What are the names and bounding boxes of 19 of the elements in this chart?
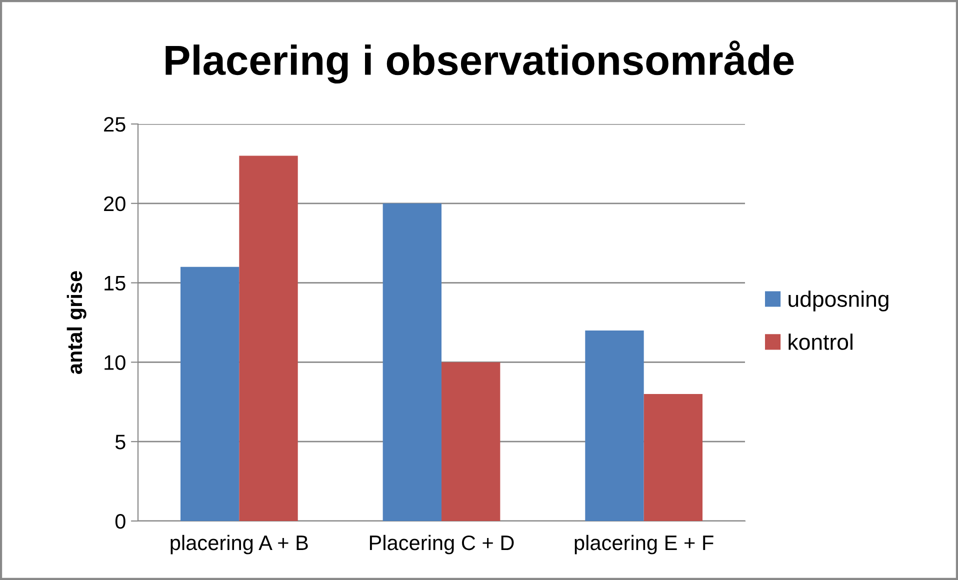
y-tick-label: 0 xyxy=(115,514,126,529)
y-tick-label: 10 xyxy=(104,355,126,370)
y-tick-label: 20 xyxy=(104,196,126,212)
bar xyxy=(382,203,442,521)
bar xyxy=(585,330,644,521)
y-tick-label: 25 xyxy=(104,117,126,132)
bar xyxy=(180,266,240,521)
bar xyxy=(239,156,298,521)
x-tick-label: placering A + B xyxy=(170,534,308,554)
y-tick-label: 5 xyxy=(115,434,126,450)
legend-label: kontrol xyxy=(788,334,852,350)
legend-label: udposning xyxy=(788,290,888,312)
x-tick-label: Placering C + D xyxy=(370,534,514,554)
y-axis-title: antal grise xyxy=(66,271,86,374)
bar xyxy=(644,394,703,521)
chart-title: Placering i observationsområde xyxy=(166,40,794,84)
y-tick-label: 15 xyxy=(104,276,126,291)
x-tick-label: placering E + F xyxy=(574,534,714,554)
bar xyxy=(442,362,500,521)
